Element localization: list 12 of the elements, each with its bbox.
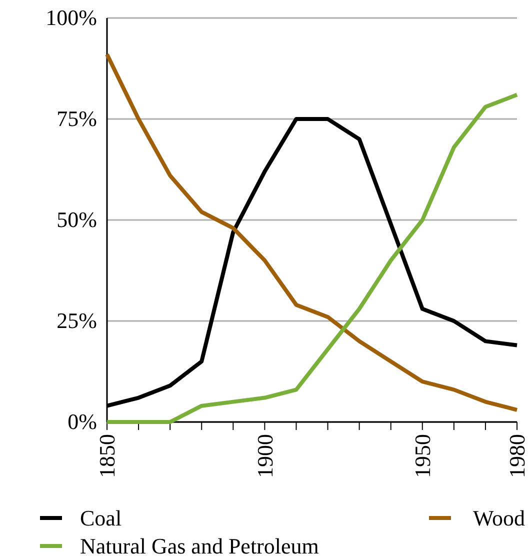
legend-label: Wood [472, 506, 525, 531]
x-tick-label: 1850 [94, 434, 120, 478]
y-tick-label: 50% [56, 207, 97, 232]
x-tick-label: 1900 [252, 434, 278, 478]
y-tick-label: 0% [68, 409, 97, 434]
legend-label: Coal [80, 506, 122, 531]
legend-label: Natural Gas and Petroleum [80, 534, 319, 558]
x-tick-label: 1950 [410, 434, 436, 478]
x-tick-label: 1980 [504, 434, 529, 478]
y-tick-label: 100% [46, 5, 97, 30]
y-tick-label: 25% [56, 308, 97, 334]
y-tick-label: 75% [56, 106, 97, 132]
